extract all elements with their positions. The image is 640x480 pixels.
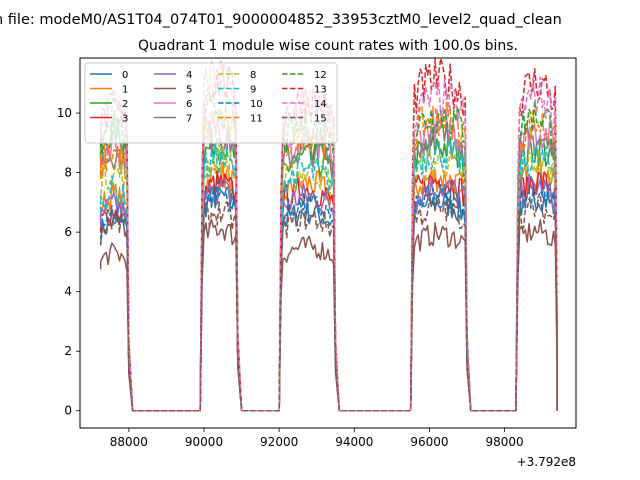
- chart-title: Quadrant 1 module wise count rates with …: [138, 38, 518, 54]
- x-tick-label: 94000: [335, 435, 373, 449]
- y-tick-label: 8: [64, 166, 72, 180]
- legend-label-12: 12: [314, 70, 327, 81]
- legend-label-5: 5: [186, 85, 192, 96]
- y-tick-label: 0: [64, 404, 72, 418]
- legend-label-9: 9: [250, 85, 256, 96]
- legend-label-10: 10: [250, 99, 263, 110]
- legend-label-8: 8: [250, 70, 256, 81]
- legend-label-6: 6: [186, 99, 192, 110]
- legend-label-3: 3: [122, 114, 128, 125]
- x-tick-label: 92000: [260, 435, 298, 449]
- legend-label-2: 2: [122, 99, 128, 110]
- legend-label-13: 13: [314, 85, 327, 96]
- y-tick-label: 10: [57, 106, 72, 120]
- legend-label-4: 4: [186, 70, 192, 81]
- x-tick-label: 88000: [110, 435, 148, 449]
- legend-label-14: 14: [314, 99, 327, 110]
- x-axis-offset-label: +3.792e8: [517, 455, 576, 469]
- plot-frame: [79, 57, 577, 429]
- y-tick-label: 2: [64, 344, 72, 358]
- x-tick-label: 90000: [185, 435, 223, 449]
- legend-label-15: 15: [314, 114, 327, 125]
- series-line-9: [99, 139, 558, 412]
- legend-label-0: 0: [122, 70, 128, 81]
- legend-label-7: 7: [186, 114, 192, 125]
- legend-label-11: 11: [250, 114, 263, 125]
- series-line-15: [99, 196, 558, 412]
- x-tick-label: 96000: [410, 435, 448, 449]
- x-tick-label: 98000: [486, 435, 524, 449]
- axis-ticks: 88000 90000 92000 94000 96000 98000 0 2 4 6 8 10: [57, 106, 524, 449]
- figure-suptitle: n file: modeM0/AS1T04_074T01_9000004852_…: [0, 12, 562, 28]
- y-tick-label: 6: [64, 225, 72, 239]
- y-tick-label: 4: [64, 285, 72, 299]
- legend-box: [84, 62, 338, 144]
- legend-label-1: 1: [122, 85, 128, 96]
